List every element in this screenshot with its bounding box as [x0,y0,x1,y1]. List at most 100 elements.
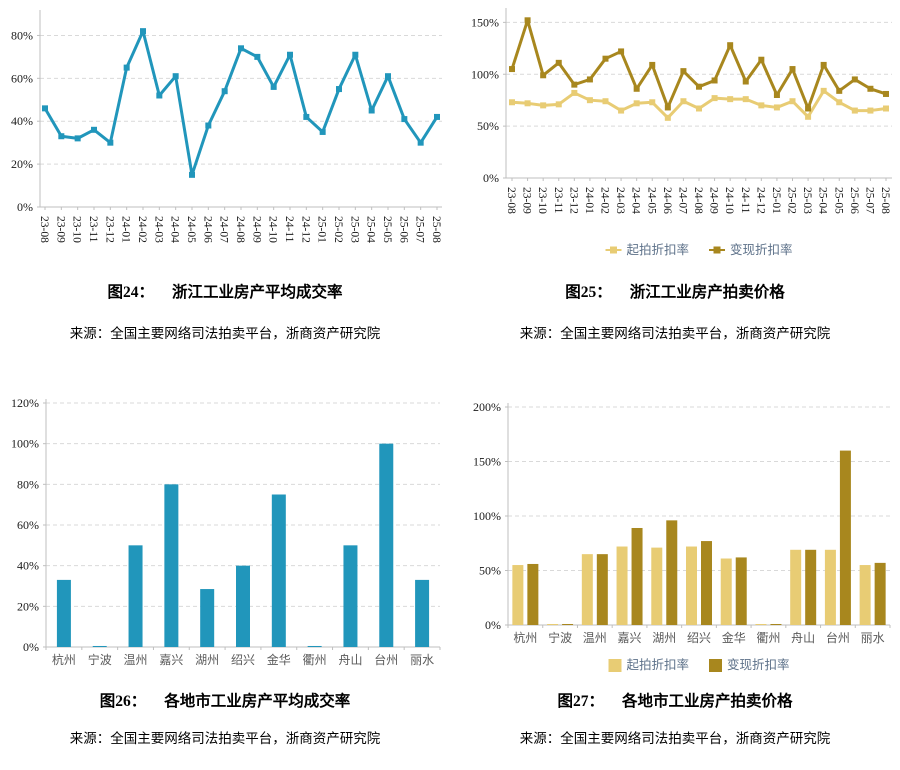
svg-text:台州: 台州 [826,630,850,645]
svg-text:24-06: 24-06 [201,216,213,243]
svg-text:舟山: 舟山 [338,653,362,667]
figure-27-panel: 0% 50% 100% 150% 200% 杭州 宁波 温州 嘉兴 湖州 绍兴 金华 衢州 舟山 台州 丽水起… [450,365,900,770]
svg-text:100%: 100% [11,437,39,451]
fig24-source: 来源：全国主要网络司法拍卖平台，浙商资产研究院 [69,326,381,341]
fig24-caption: 图24： 浙江工业房产平均成交率 [107,280,342,302]
svg-text:23-10: 23-10 [536,187,548,214]
svg-text:60%: 60% [17,518,39,532]
svg-text:25-02: 25-02 [332,216,344,243]
svg-text:23-08: 23-08 [38,216,50,243]
svg-text:100%: 100% [473,509,501,523]
svg-text:25-08: 25-08 [430,216,442,243]
svg-text:嘉兴: 嘉兴 [618,631,642,645]
svg-text:23-08: 23-08 [505,187,517,214]
figure-24-panel: 0% 20% 40% 60% 80% 23-08 23-09 23-10 23-11 23-12 2… [0,0,450,365]
svg-text:宁波: 宁波 [548,630,572,645]
svg-text:24-07: 24-07 [676,187,688,214]
svg-text:150%: 150% [473,455,501,469]
svg-text:24-03: 24-03 [614,187,626,214]
svg-text:60%: 60% [11,71,33,85]
svg-text:24-09: 24-09 [250,216,262,243]
svg-text:衢州: 衢州 [756,631,780,645]
svg-text:23-09: 23-09 [521,187,533,214]
svg-text:25-01: 25-01 [770,187,782,214]
svg-text:24-10: 24-10 [267,216,279,243]
svg-text:24-08: 24-08 [234,216,246,243]
svg-text:杭州: 杭州 [52,652,76,667]
svg-text:23-11: 23-11 [552,187,564,214]
svg-text:120%: 120% [11,396,39,410]
svg-text:宁波: 宁波 [88,652,112,667]
svg-text:25-06: 25-06 [848,187,860,214]
svg-text:24-03: 24-03 [152,216,164,243]
svg-text:80%: 80% [17,477,39,491]
svg-text:湖州: 湖州 [652,630,676,645]
svg-text:温州: 温州 [124,653,148,667]
svg-text:金华: 金华 [267,652,291,667]
fig25-number: 图25： [565,284,612,301]
svg-text:25-05: 25-05 [832,187,844,214]
figure-26-panel: 0% 20% 40% 60% 80% 100% 120% 杭州 宁波 温州 嘉兴 湖州 绍兴 金华 衢州 舟山… [0,365,450,770]
svg-text:嘉兴: 嘉兴 [159,653,183,667]
svg-text:金华: 金华 [722,630,746,645]
svg-text:25-05: 25-05 [381,216,393,243]
svg-text:24-12: 24-12 [299,216,311,243]
fig26-bar-chart: 0% 20% 40% 60% 80% 100% 120% 杭州 宁波 温州 嘉兴 湖州 绍兴 金华 衢州 舟山… [11,396,441,667]
svg-text:23-12: 23-12 [567,187,579,214]
svg-text:0%: 0% [485,618,501,632]
fig26-source: 来源：全国主要网络司法拍卖平台，浙商资产研究院 [69,731,381,746]
fig27-bar-chart: 0% 50% 100% 150% 200% 杭州 宁波 温州 嘉兴 湖州 绍兴 金华 衢州 舟山 台州 丽水起… [473,400,891,672]
fig24-number: 图24： [107,284,154,301]
figure-25-panel: 0% 50% 100% 150% 23-08 23-09 23-10 23-11 23-12 24… [450,0,900,365]
svg-text:丽水: 丽水 [410,653,434,667]
svg-text:绍兴: 绍兴 [687,631,711,645]
svg-text:25-07: 25-07 [863,187,875,214]
svg-text:50%: 50% [477,119,499,133]
svg-text:24-06: 24-06 [661,187,673,214]
svg-text:衢州: 衢州 [303,653,327,667]
svg-text:25-07: 25-07 [414,216,426,243]
svg-text:23-09: 23-09 [54,216,66,243]
svg-text:25-02: 25-02 [786,187,798,214]
fig24-line-chart: 0% 20% 40% 60% 80% 23-08 23-09 23-10 23-11 23-12 2… [11,10,442,243]
svg-text:24-02: 24-02 [599,187,611,214]
fig27-source: 来源：全国主要网络司法拍卖平台，浙商资产研究院 [519,731,831,746]
svg-text:24-02: 24-02 [136,216,148,243]
svg-text:25-06: 25-06 [397,216,409,243]
svg-text:起拍折扣率: 起拍折扣率 [627,657,690,672]
svg-text:25-08: 25-08 [879,187,891,214]
fig26-caption: 图26： 各地市工业房产平均成交率 [100,689,351,711]
svg-text:绍兴: 绍兴 [231,653,255,667]
svg-text:0%: 0% [23,640,39,654]
svg-text:24-12: 24-12 [754,187,766,214]
fig27-number: 图27： [557,693,604,710]
fig24-title: 浙江工业房产平均成交率 [172,284,343,301]
svg-text:湖州: 湖州 [195,652,219,667]
svg-text:24-08: 24-08 [692,187,704,214]
svg-text:24-05: 24-05 [185,216,197,243]
svg-text:变现折扣率: 变现折扣率 [727,657,790,672]
svg-text:杭州: 杭州 [513,630,537,645]
svg-text:50%: 50% [479,564,501,578]
svg-text:25-03: 25-03 [348,216,360,243]
svg-text:40%: 40% [17,559,39,573]
svg-text:80%: 80% [11,28,33,42]
svg-text:变现折扣率: 变现折扣率 [730,242,793,257]
svg-text:舟山: 舟山 [791,631,815,645]
svg-text:20%: 20% [11,157,33,171]
svg-text:23-10: 23-10 [71,216,83,243]
svg-text:25-03: 25-03 [801,187,813,214]
svg-text:25-04: 25-04 [365,216,377,243]
fig25-line-chart: 0% 50% 100% 150% 23-08 23-09 23-10 23-11 23-12 24… [471,8,892,257]
svg-text:25-01: 25-01 [316,216,328,243]
svg-text:24-07: 24-07 [218,216,230,243]
fig26-title: 各地市工业房产平均成交率 [164,693,351,710]
fig25-source: 来源：全国主要网络司法拍卖平台，浙商资产研究院 [519,326,831,341]
svg-text:150%: 150% [471,15,499,29]
svg-text:100%: 100% [471,67,499,81]
svg-text:24-01: 24-01 [120,216,132,243]
svg-text:24-04: 24-04 [169,216,181,243]
svg-text:200%: 200% [473,400,501,414]
fig25-title: 浙江工业房产拍卖价格 [629,284,785,301]
